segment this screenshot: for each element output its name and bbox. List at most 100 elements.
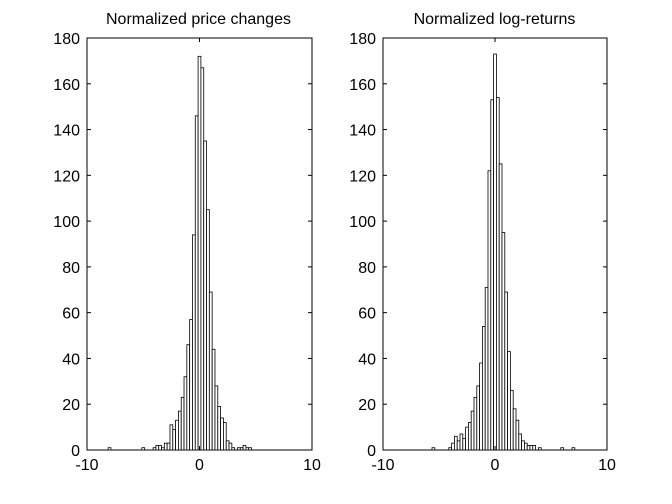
histogram-bar [431, 447, 436, 451]
histogram-bar [217, 406, 221, 451]
subplot-price-changes: Normalized price changes 020406080100120… [53, 11, 321, 474]
histogram-bar [225, 440, 230, 451]
y-tick-label: 60 [62, 306, 80, 323]
x-tick-label: 0 [195, 457, 204, 474]
histogram-bar [152, 447, 157, 451]
histogram-bar [451, 442, 455, 451]
histogram-bar [203, 140, 207, 451]
subplot-log-returns: Normalized log-returns 02040608010012014… [349, 11, 616, 474]
histogram-bar [158, 445, 162, 451]
histogram-bar [237, 447, 241, 451]
histogram-bar [484, 287, 489, 451]
y-tick-label: 180 [349, 31, 376, 48]
histogram-bar [183, 376, 188, 451]
y-tick-label: 0 [367, 443, 376, 460]
histogram-bar [186, 344, 191, 451]
histogram-bar [470, 410, 475, 451]
histogram-bar [206, 209, 210, 451]
histogram-bar [538, 447, 542, 451]
histogram-bar [242, 445, 247, 451]
x-tick-label: 10 [598, 457, 616, 474]
histogram-bar [495, 97, 500, 451]
x-axis: -10 0 10 [371, 38, 616, 474]
x-tick-label: -10 [371, 457, 394, 474]
y-tick-label: 180 [53, 31, 80, 48]
histogram-bar [501, 232, 506, 451]
y-tick-label: 20 [358, 397, 376, 414]
histogram-bar [189, 319, 193, 451]
histogram-bar [245, 447, 250, 451]
chart-title: Normalized price changes [106, 11, 291, 28]
histogram-bar [524, 442, 528, 451]
histogram-bar [200, 67, 205, 451]
histogram-bar [479, 362, 483, 451]
histogram-bar [448, 447, 452, 451]
y-tick-label: 0 [71, 443, 80, 460]
histogram-bar [141, 447, 146, 451]
histogram-bar [487, 170, 492, 451]
histogram-bar [175, 419, 179, 451]
histogram-bar [504, 291, 508, 451]
histogram-bar [459, 433, 464, 451]
histogram-bar [498, 163, 503, 451]
histogram-bar [220, 417, 224, 451]
histogram-bar [526, 445, 531, 451]
histogram-bar [231, 447, 236, 451]
histogram-bar [169, 424, 174, 451]
y-tick-label: 160 [349, 77, 376, 94]
y-tick-label: 80 [358, 260, 376, 277]
x-tick-label: 10 [303, 457, 321, 474]
histogram-bar [180, 396, 185, 451]
y-tick-label: 100 [349, 214, 376, 231]
y-tick-label: 80 [62, 260, 80, 277]
y-tick-label: 60 [358, 306, 376, 323]
histogram-bar [518, 433, 522, 451]
histogram-bar [248, 447, 252, 451]
histogram-bar [521, 440, 525, 451]
histogram-bar [571, 447, 576, 451]
histogram-bar [473, 396, 478, 451]
y-tick-label: 100 [53, 214, 80, 231]
histogram-bar [211, 348, 216, 451]
x-tick-label: 0 [491, 457, 500, 474]
histogram-bar [192, 234, 196, 451]
y-tick-label: 140 [53, 123, 80, 140]
histogram-bar [481, 325, 486, 451]
histogram-bar [532, 445, 536, 451]
histogram-bar [208, 291, 213, 451]
histogram-bar [462, 438, 466, 451]
y-tick-label: 40 [62, 351, 80, 368]
histogram-bar [509, 390, 514, 451]
histogram-bar [172, 428, 176, 451]
histogram-bar [214, 385, 219, 451]
histogram-bar [515, 419, 520, 451]
histogram-bar [512, 408, 517, 451]
histogram-bar [239, 447, 244, 451]
histogram-bar [223, 422, 227, 451]
x-axis: -10 0 10 [75, 38, 321, 474]
y-tick-label: 160 [53, 77, 80, 94]
histogram-bar [197, 55, 202, 451]
x-tick-label: -10 [75, 457, 98, 474]
histogram-bar [155, 445, 160, 451]
histogram-bar [490, 99, 494, 451]
histogram-bar [467, 422, 472, 451]
histogram-bar [163, 442, 168, 451]
bar-group [107, 55, 252, 451]
y-tick-label: 120 [349, 168, 376, 185]
y-tick-label: 20 [62, 397, 80, 414]
y-tick-label: 120 [53, 168, 80, 185]
histogram-bar [560, 447, 564, 451]
histogram-bar [529, 445, 534, 451]
y-axis: 0 20 40 60 80 100 120 140 160 180 [349, 31, 607, 460]
histogram-bar [476, 385, 480, 451]
histogram-bar [107, 447, 112, 451]
histogram-bar [228, 442, 233, 451]
histogram-bar [507, 351, 511, 451]
histogram-bar [166, 442, 171, 451]
histogram-bar [178, 410, 182, 451]
histogram-bar [161, 447, 165, 451]
y-axis: 0 20 40 60 80 100 120 140 160 180 [53, 31, 312, 460]
